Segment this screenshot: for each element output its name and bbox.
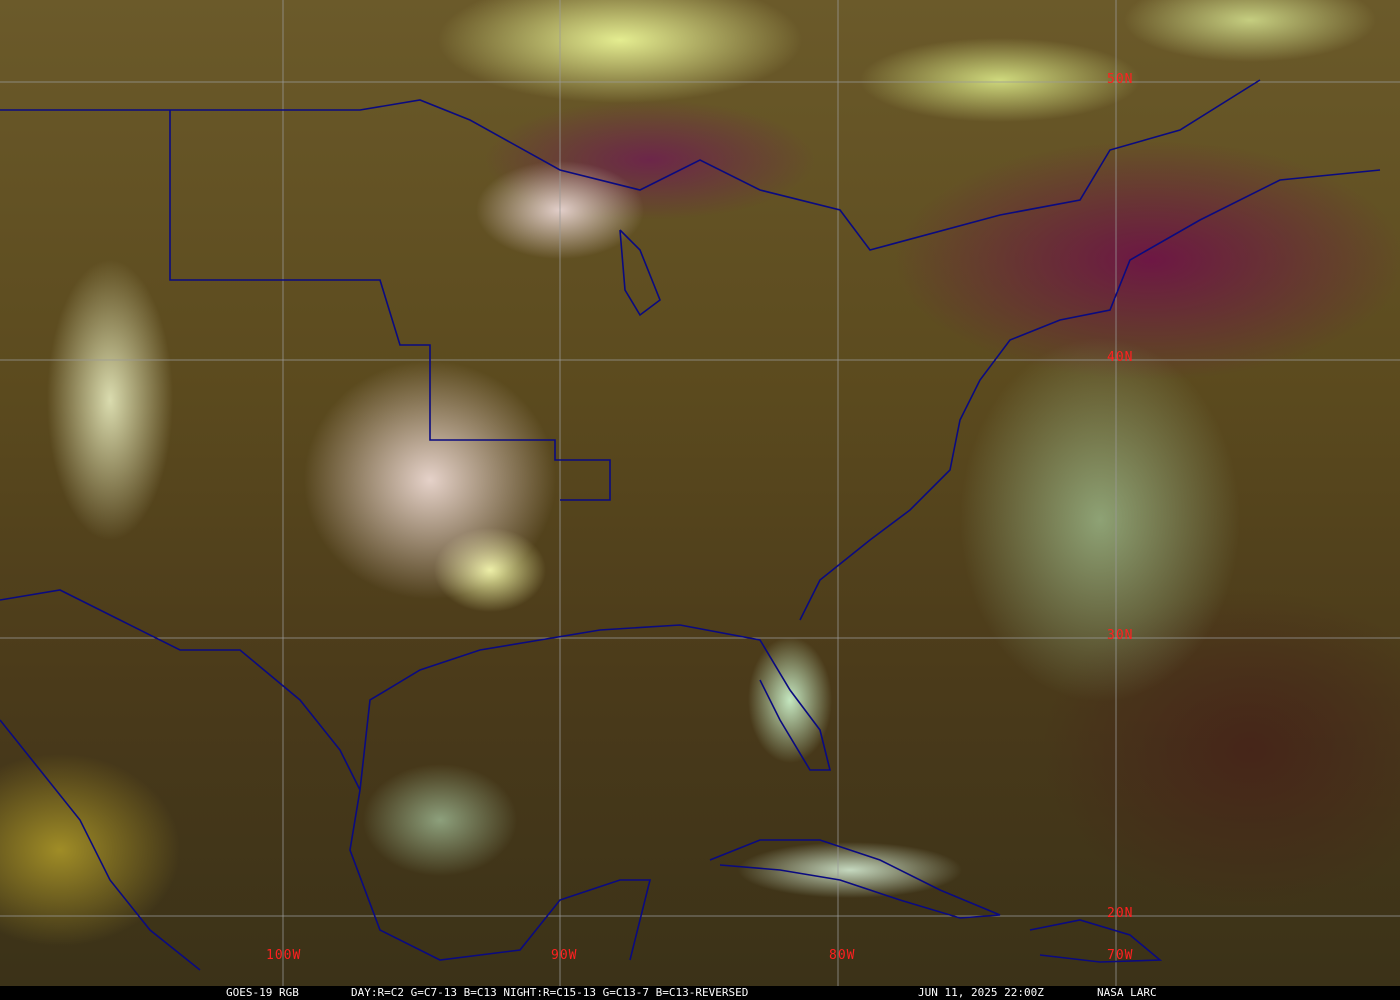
us-mexico-border — [0, 589, 361, 791]
lon-label-90w: 90W — [551, 948, 578, 963]
pacific-coast — [0, 719, 201, 971]
mexico-gulf-coast — [349, 789, 652, 961]
lon-label-100w: 100W — [266, 948, 302, 963]
caption-satellite: GOES-19 RGB — [226, 986, 299, 999]
caption-bar: GOES-19 RGB DAY:R=C2 G=C7-13 B=C13 NIGHT… — [0, 986, 1400, 1000]
atlantic-coast — [799, 169, 1381, 621]
caption-timestamp: JUN 11, 2025 22:00Z — [918, 986, 1044, 999]
us-canada-border — [0, 79, 1261, 251]
lat-label-20n: 20N — [1107, 906, 1134, 921]
caption-credit: NASA LARC — [1097, 986, 1157, 999]
lon-label-80w: 80W — [829, 948, 856, 963]
political-borders — [0, 79, 1381, 971]
lat-label-30n: 30N — [1107, 628, 1134, 643]
state-lines — [169, 110, 611, 501]
hispaniola-outline — [1029, 919, 1163, 963]
cuba-outline — [709, 839, 1001, 919]
gulf-coast — [359, 624, 832, 791]
lon-label-70w: 70W — [1107, 948, 1134, 963]
caption-recipe: DAY:R=C2 G=C7-13 B=C13 NIGHT:R=C15-13 G=… — [351, 986, 749, 999]
lat-label-40n: 40N — [1107, 350, 1134, 365]
great-lakes-michigan — [619, 229, 661, 317]
lat-label-50n: 50N — [1107, 72, 1134, 87]
